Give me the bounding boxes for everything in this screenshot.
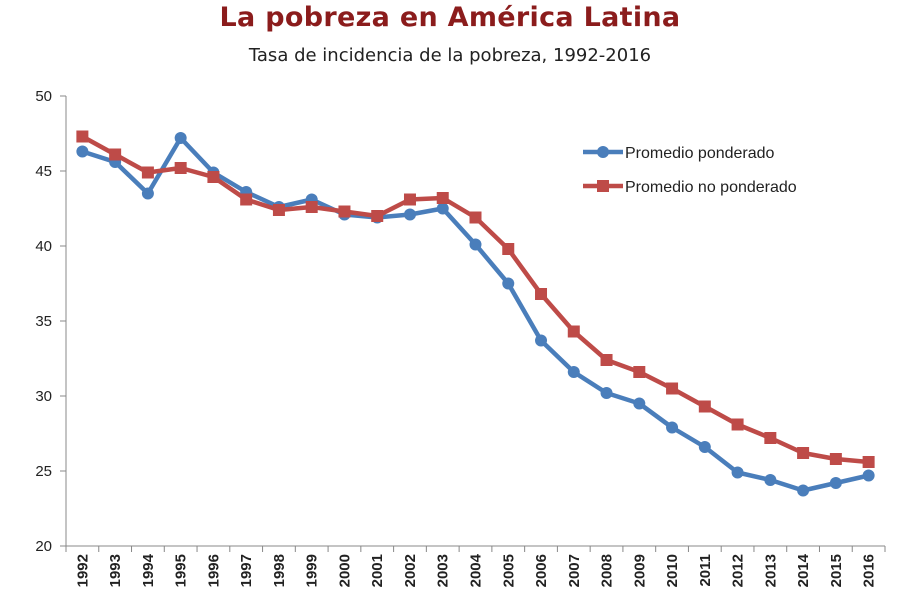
data-point-circle [469,238,482,251]
data-point-square [371,210,384,222]
y-tick-label: 50 [35,88,52,105]
data-point-square [666,382,679,395]
data-point-square [698,400,711,413]
data-point-circle [731,466,744,479]
data-point-circle [633,397,646,410]
data-point-square [731,418,744,431]
data-point-square [76,130,89,143]
y-tick-label: 45 [35,163,52,180]
data-point-circle [535,334,548,347]
data-point-square [272,204,285,216]
data-point-circle [600,387,613,399]
y-tick-label: 20 [35,538,52,555]
x-tick-label: 1999 [304,554,321,587]
x-tick-label: 2014 [795,553,812,587]
x-tick-label: 2010 [664,554,681,587]
data-point-square [797,447,810,459]
data-point-circle [862,469,875,482]
data-point-circle [436,202,449,215]
data-point-circle [502,277,515,290]
y-tick-label: 30 [35,388,52,405]
data-point-circle [76,145,89,158]
x-tick-label: 2009 [631,554,648,587]
x-tick-label: 1996 [205,554,222,587]
x-tick-label: 2004 [468,553,485,587]
x-tick-label: 1993 [107,554,124,587]
data-point-circle [403,208,416,221]
data-point-square [207,171,220,183]
data-point-circle [797,484,810,497]
legend-marker-square [597,180,609,192]
data-point-square [764,432,777,444]
x-tick-label: 2008 [599,554,616,587]
chart-title: La pobreza en América Latina [219,2,681,33]
x-tick-label: 1995 [173,554,190,587]
legend-label: Promedio no ponderado [625,179,797,196]
y-tick-label: 25 [35,463,52,480]
data-point-square [535,288,548,300]
data-point-square [469,211,482,224]
data-point-square [174,162,187,174]
data-point-circle [141,187,154,200]
data-point-square [436,192,449,204]
data-point-square [567,325,580,338]
data-point-square [633,366,646,378]
legend-marker-circle [597,146,609,158]
x-tick-label: 2012 [730,554,747,587]
data-point-square [240,193,253,206]
x-tick-label: 2016 [861,554,878,587]
data-point-square [109,148,122,161]
x-tick-label: 2015 [828,554,845,587]
data-point-square [305,201,318,213]
x-tick-label: 2003 [435,554,452,587]
x-tick-label: 1998 [271,554,288,587]
x-tick-label: 2002 [402,554,419,587]
x-tick-label: 1992 [74,554,91,587]
x-tick-label: 2011 [697,554,714,587]
x-tick-label: 2013 [762,554,779,587]
data-point-circle [829,477,842,489]
data-point-circle [698,441,711,453]
data-point-circle [174,132,187,144]
data-point-square [338,205,351,218]
x-tick-label: 2005 [500,554,517,587]
data-point-circle [567,366,580,378]
data-point-circle [666,421,679,434]
data-point-circle [764,474,777,486]
x-tick-label: 1997 [238,554,255,587]
x-tick-label: 1994 [140,553,157,587]
chart-subtitle: Tasa de incidencia de la pobreza, 1992-2… [248,45,652,66]
data-point-square [403,193,416,206]
data-point-square [600,354,613,366]
data-point-square [502,243,515,255]
x-tick-label: 2000 [336,554,353,587]
x-tick-label: 2001 [369,554,386,587]
x-tick-label: 2006 [533,554,550,587]
y-tick-label: 40 [35,238,52,255]
legend-label: Promedio ponderado [625,145,775,162]
data-point-square [829,453,842,465]
y-tick-label: 35 [35,313,52,330]
data-point-square [862,456,875,468]
data-point-square [141,166,154,179]
x-tick-label: 2007 [566,554,583,587]
